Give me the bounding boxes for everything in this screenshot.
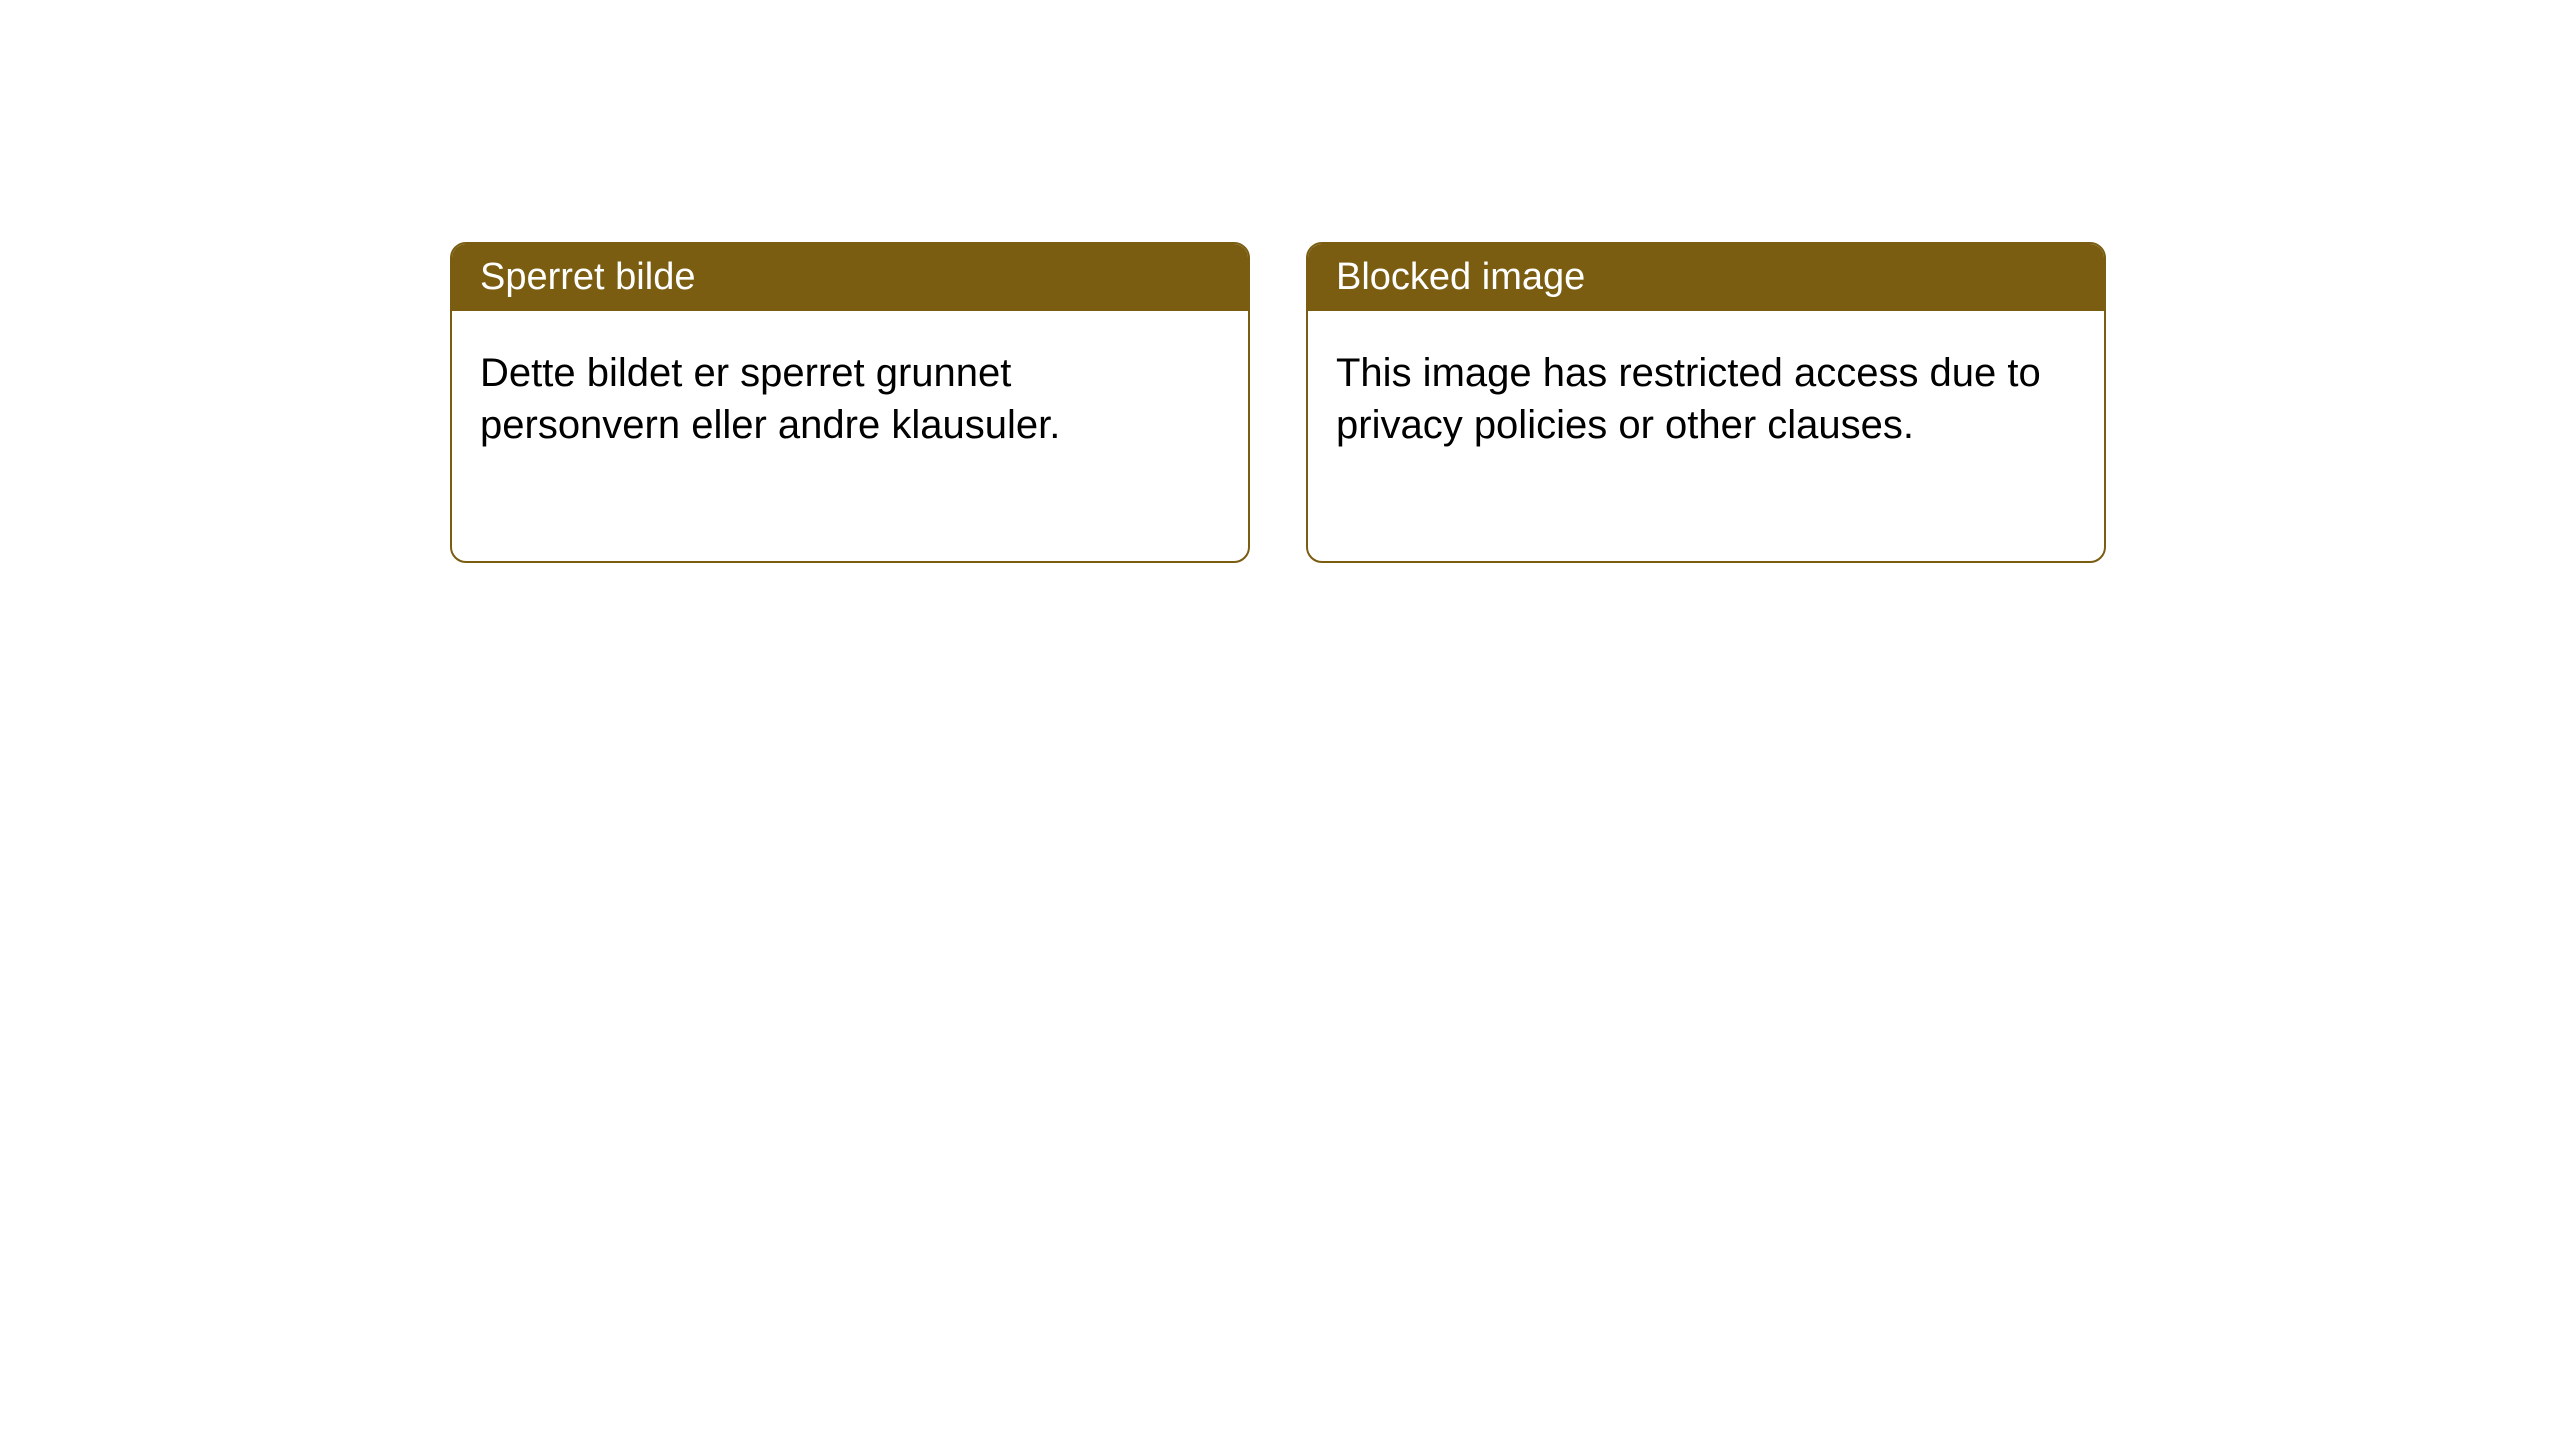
notice-box-norwegian: Sperret bilde Dette bildet er sperret gr… (450, 242, 1250, 563)
notice-box-english: Blocked image This image has restricted … (1306, 242, 2106, 563)
notice-body: This image has restricted access due to … (1308, 311, 2104, 561)
notice-message: This image has restricted access due to … (1336, 351, 2041, 447)
notice-body: Dette bildet er sperret grunnet personve… (452, 311, 1248, 561)
notice-title: Blocked image (1336, 256, 1585, 298)
notice-header: Blocked image (1308, 244, 2104, 311)
notice-header: Sperret bilde (452, 244, 1248, 311)
notice-message: Dette bildet er sperret grunnet personve… (480, 351, 1060, 447)
notice-container: Sperret bilde Dette bildet er sperret gr… (450, 242, 2106, 563)
notice-title: Sperret bilde (480, 256, 695, 298)
